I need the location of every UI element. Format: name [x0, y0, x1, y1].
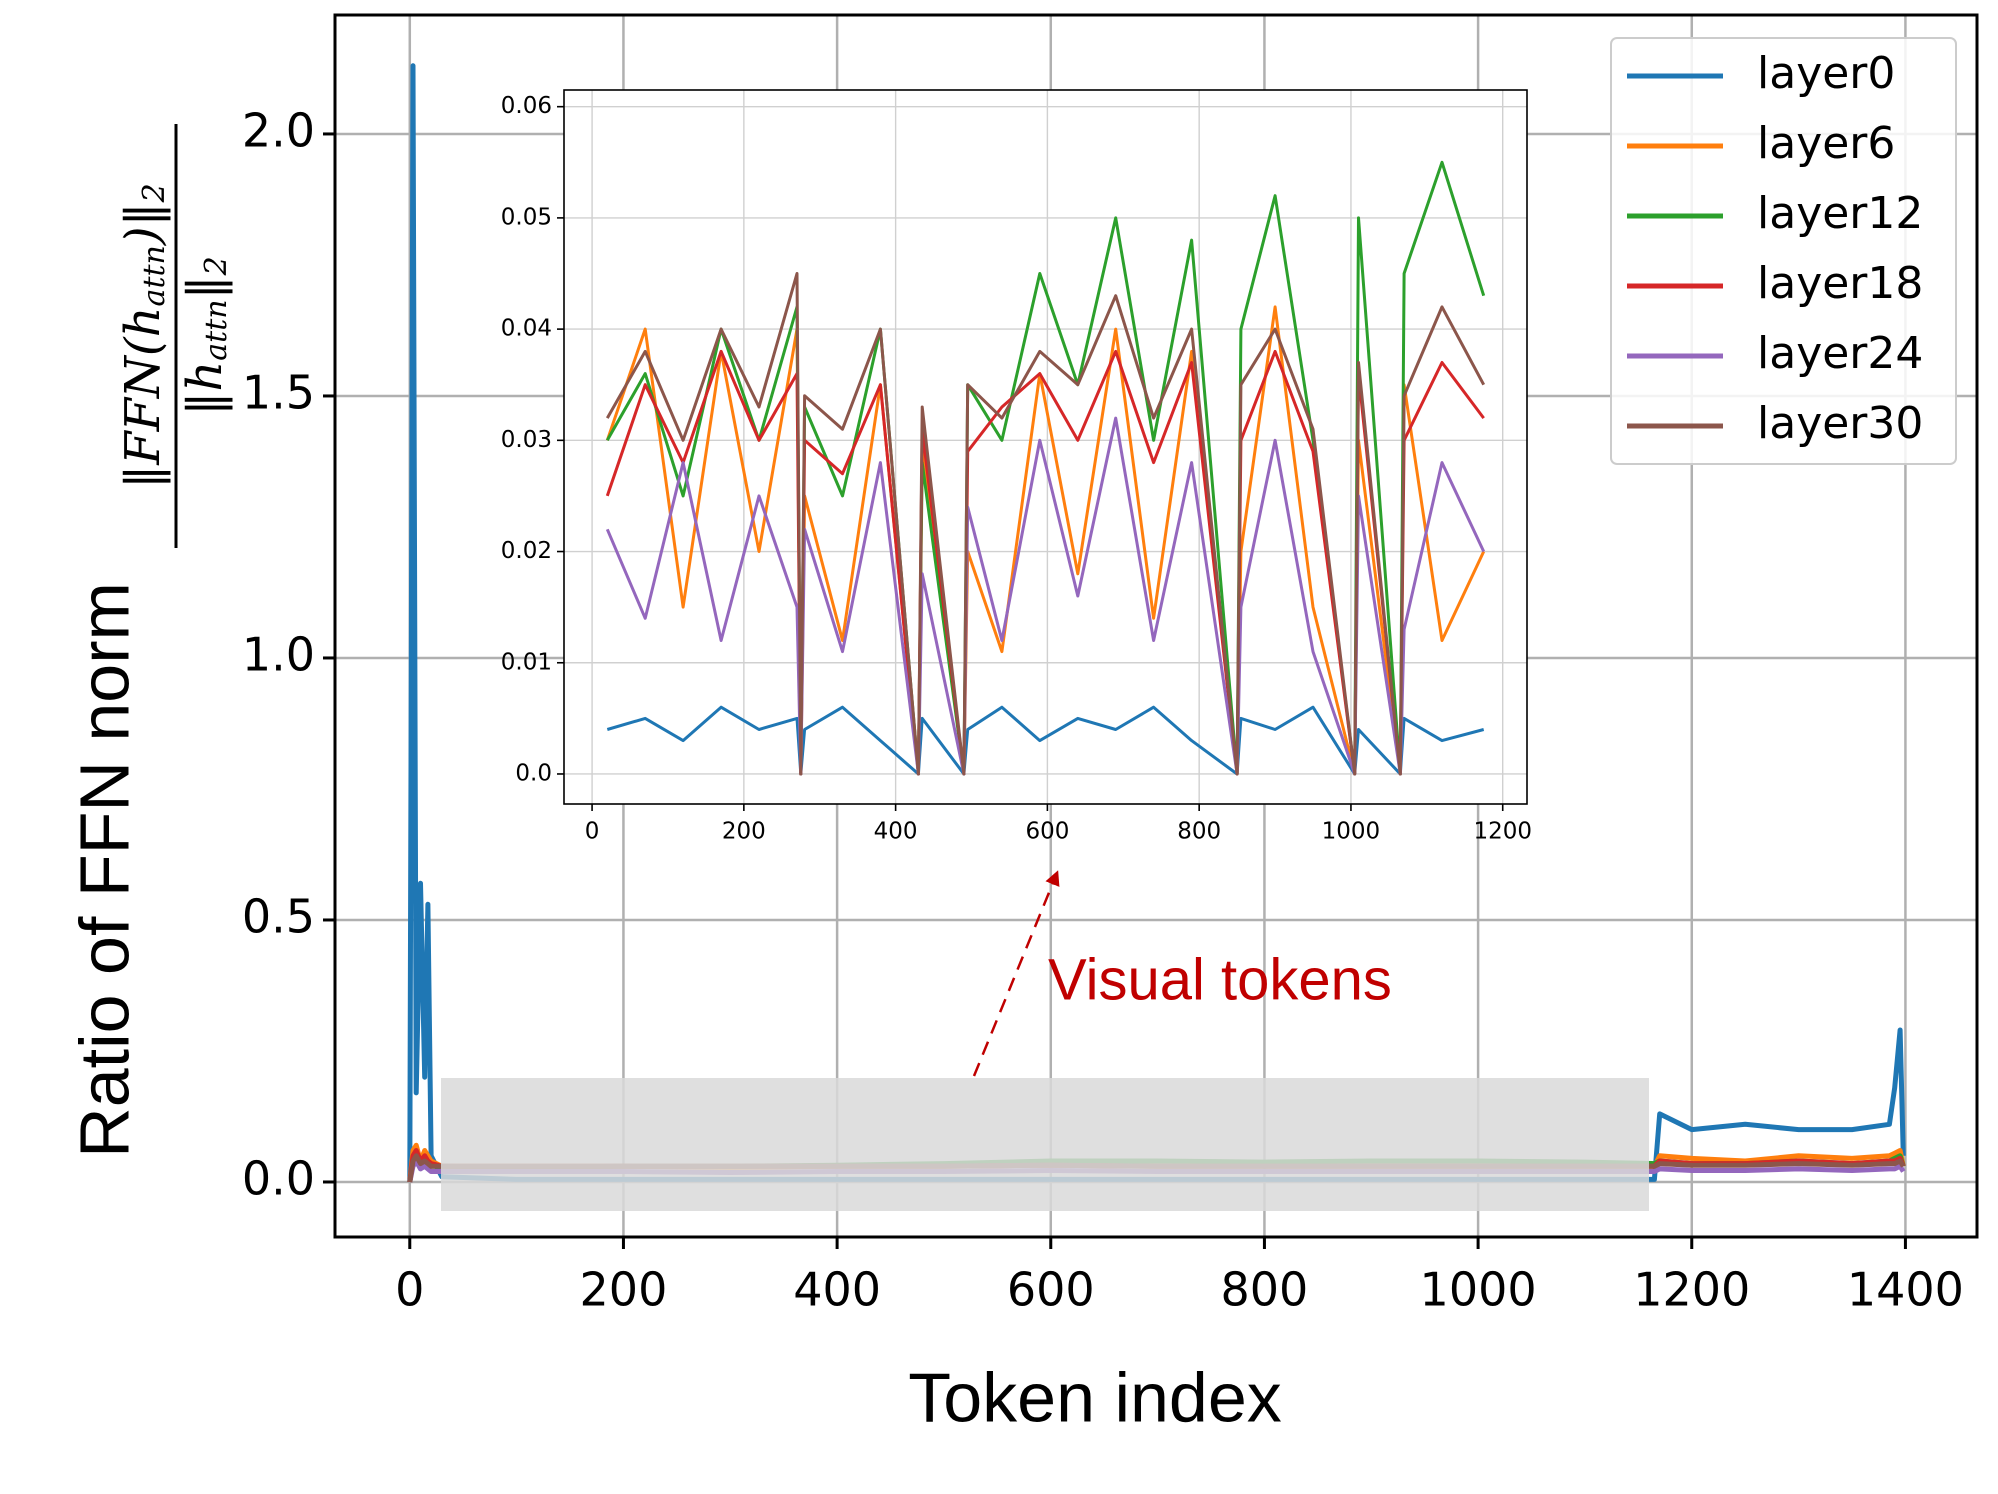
plot-frame: [563, 89, 1528, 805]
x-tick-label: 0: [395, 1263, 424, 1317]
legend-label: layer12: [1757, 188, 1923, 239]
x-tick-label: 600: [1007, 1263, 1095, 1317]
x-tick-label: 1000: [1420, 1263, 1537, 1317]
y-axis-label: Ratio of FFN norm: [65, 582, 143, 1158]
annotation-arrow: [972, 870, 1060, 1077]
inset-chart: 0 200 400 600 800 1000 1200 0.0 0.01 0.02 0.03 0.04…: [501, 89, 1532, 845]
x-tick-label: 200: [722, 819, 766, 845]
legend-label: layer24: [1757, 328, 1923, 379]
label-piece: )‖: [115, 202, 171, 246]
y-tick-label: 2.0: [242, 103, 315, 157]
x-tick-label: 400: [874, 819, 918, 845]
y-label-numerator: ‖FFN(hattn)‖2: [115, 183, 173, 488]
label-piece: attn: [199, 299, 234, 360]
label-piece: FFN: [115, 354, 171, 466]
x-tick-label: 1000: [1322, 819, 1381, 845]
legend-label: layer18: [1757, 258, 1923, 309]
y-tick-label: 0.04: [501, 316, 552, 342]
plot-background: [564, 90, 1527, 804]
x-tick-label: 1200: [1473, 819, 1532, 845]
label-piece: ‖: [177, 392, 233, 416]
x-tick-label: 0: [585, 819, 600, 845]
y-tick-label: 0.01: [501, 649, 552, 675]
y-label-denominator: ‖hattn‖2: [177, 256, 235, 415]
x-tick-label: 400: [793, 1263, 881, 1317]
label-piece: 2: [137, 183, 172, 203]
label-piece: ‖: [177, 275, 233, 299]
legend-label: layer0: [1757, 48, 1895, 99]
x-axis-label: Token index: [908, 1358, 1282, 1436]
label-piece: ‖: [115, 465, 171, 489]
x-tick-label: 800: [1177, 819, 1221, 845]
x-tick-label: 800: [1221, 1263, 1309, 1317]
label-piece: attn: [137, 245, 172, 306]
label-piece: h: [177, 361, 233, 392]
y-tick-label: 0.0: [515, 760, 552, 786]
label-piece: 2: [199, 256, 234, 276]
legend-label: layer30: [1757, 398, 1923, 449]
x-tick-label: 200: [580, 1263, 668, 1317]
y-tick-label: 0.5: [242, 889, 315, 943]
x-tick-label: 1200: [1633, 1263, 1750, 1317]
y-tick-label: 0.02: [501, 538, 552, 564]
label-piece: h: [115, 306, 171, 337]
x-tick-label: 600: [1025, 819, 1069, 845]
x-tick-label: 1400: [1847, 1263, 1964, 1317]
annotation: Visual tokens: [1048, 947, 1392, 1012]
y-axis-label-group: Ratio of FFN norm ‖FFN(hattn)‖2 ‖hattn‖2: [65, 124, 234, 1158]
y-tick-label: 1.5: [242, 365, 315, 419]
y-tick-label: 0.03: [501, 427, 552, 453]
legend-label: layer6: [1757, 118, 1895, 169]
label-piece: (: [115, 336, 171, 356]
y-tick-label: 0.0: [242, 1151, 315, 1205]
visual-token-highlight: [441, 1078, 1649, 1211]
y-tick-label: 1.0: [242, 627, 315, 681]
y-tick-label: 0.05: [501, 204, 552, 230]
plot-frame: [333, 13, 1979, 1239]
series-line: [605, 272, 1486, 776]
y-tick-label: 0.06: [501, 93, 552, 119]
lines: [605, 160, 1486, 776]
